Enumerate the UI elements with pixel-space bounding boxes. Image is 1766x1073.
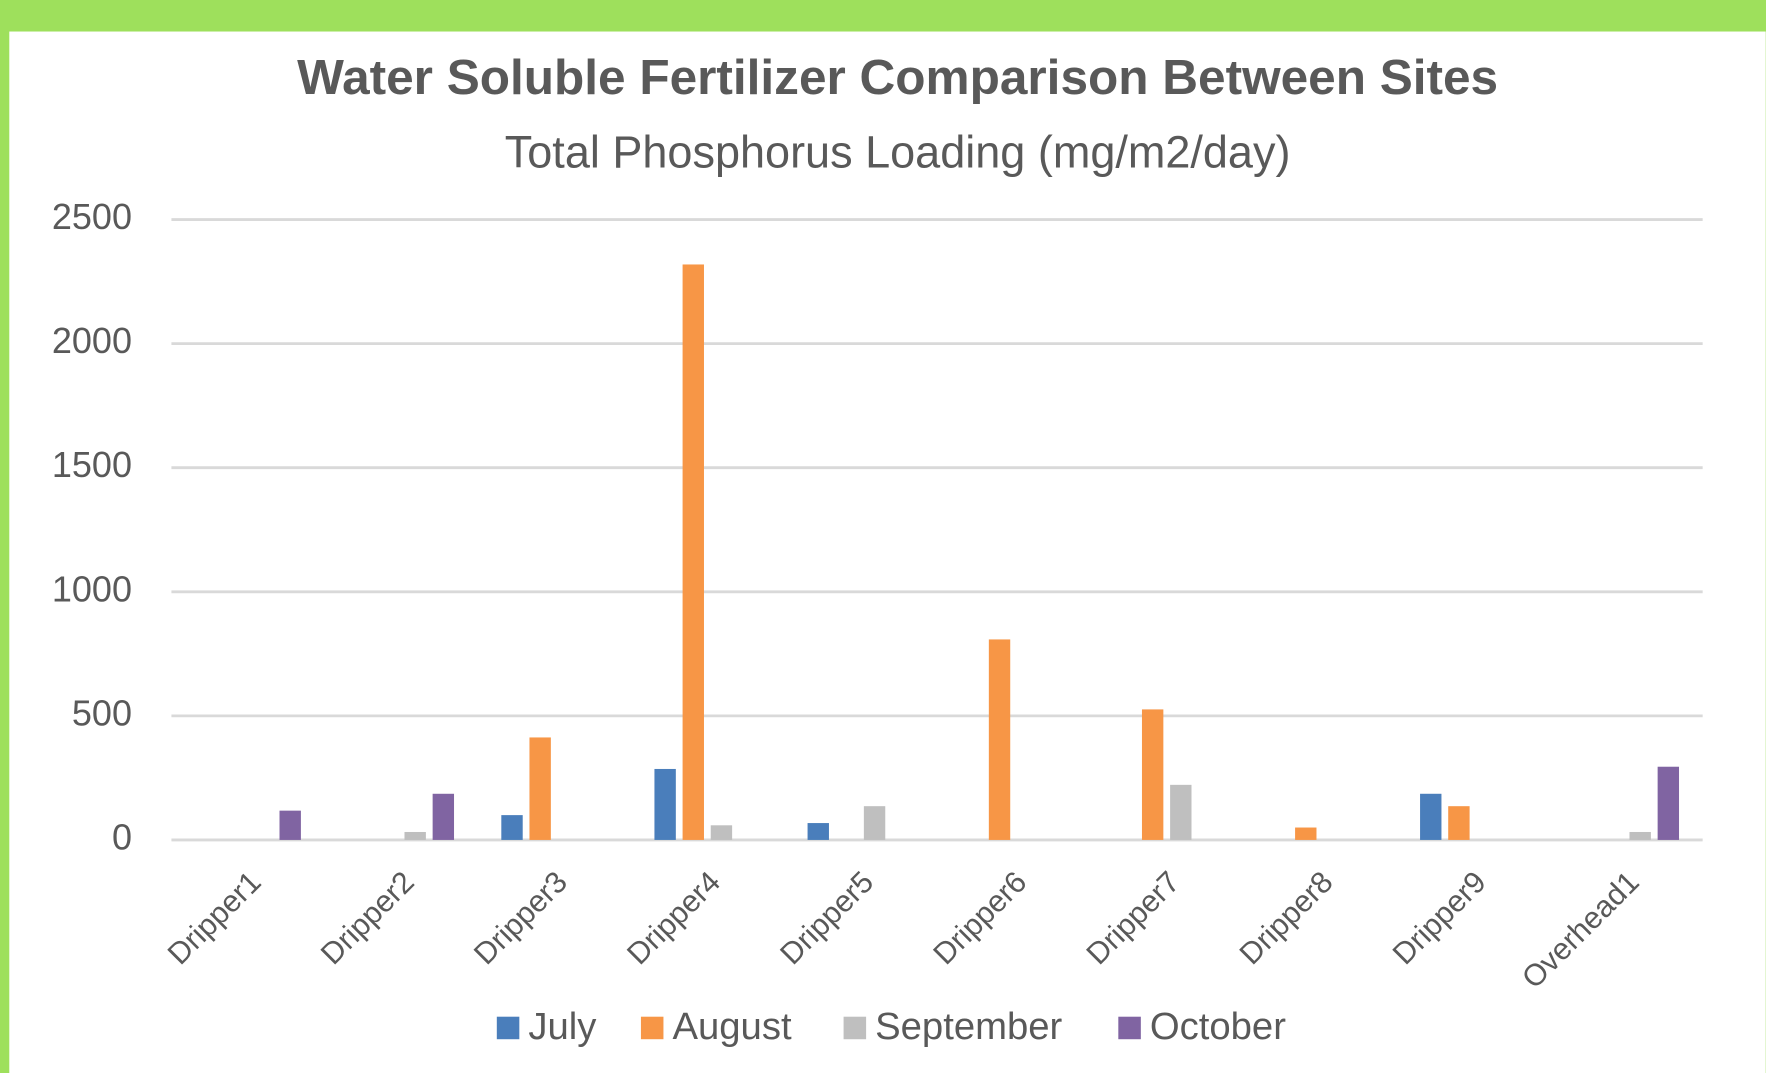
y-tick-label: 0 bbox=[112, 816, 132, 857]
bar bbox=[807, 823, 829, 840]
legend-swatch bbox=[1118, 1016, 1141, 1040]
bar bbox=[432, 793, 455, 840]
bar bbox=[501, 815, 523, 840]
y-tick-label: 2500 bbox=[52, 196, 132, 237]
chart-title: Water Soluble Fertilizer Comparison Betw… bbox=[297, 50, 1498, 105]
bar bbox=[710, 825, 733, 840]
legend-swatch bbox=[843, 1016, 867, 1040]
bar bbox=[1448, 806, 1470, 840]
bar bbox=[654, 768, 676, 840]
y-tick-label: 2000 bbox=[52, 320, 132, 361]
legend-swatch bbox=[640, 1016, 664, 1040]
legend-label: September bbox=[875, 1005, 1062, 1048]
bar bbox=[988, 639, 1011, 840]
bar bbox=[863, 806, 886, 840]
bar bbox=[529, 737, 551, 840]
bar bbox=[1170, 784, 1192, 840]
y-tick-label: 1000 bbox=[52, 568, 132, 609]
chart-subtitle: Total Phosphorus Loading (mg/m2/day) bbox=[505, 126, 1291, 177]
legend-swatch bbox=[496, 1016, 520, 1040]
legend-label: August bbox=[672, 1005, 792, 1048]
bar bbox=[1295, 827, 1317, 840]
bar bbox=[279, 810, 301, 840]
bar bbox=[404, 831, 426, 840]
chart-panel bbox=[9, 31, 1766, 1073]
y-tick-label: 500 bbox=[72, 692, 132, 733]
bar bbox=[1420, 793, 1442, 840]
legend-label: October bbox=[1150, 1005, 1286, 1048]
bar bbox=[1657, 766, 1680, 840]
bar bbox=[1629, 831, 1651, 840]
legend-label: July bbox=[528, 1005, 597, 1048]
bar bbox=[1141, 709, 1164, 840]
y-tick-label: 1500 bbox=[52, 444, 132, 485]
bar bbox=[682, 264, 704, 840]
